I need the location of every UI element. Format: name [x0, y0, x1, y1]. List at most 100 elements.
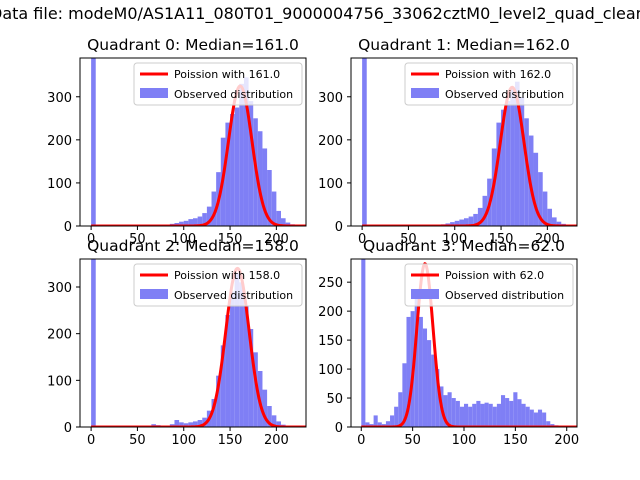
histogram-bar — [248, 329, 254, 427]
legend-fit-label: Poission with 161.0 — [174, 68, 280, 81]
quadrant-3-title: Quadrant 3: Median=62.0 — [363, 237, 565, 255]
histogram-bar — [519, 96, 525, 226]
histogram-bar — [398, 392, 403, 427]
histogram-bar — [385, 421, 391, 427]
axes-frame — [79, 57, 307, 227]
legend-hist-swatch — [411, 88, 439, 98]
x-tick-label: 150 — [489, 232, 514, 247]
histogram-bar — [454, 220, 460, 226]
x-tick-label: 0 — [358, 232, 366, 247]
histogram-bar — [537, 409, 543, 427]
histogram-bar — [220, 345, 226, 427]
x-tick-label: 100 — [452, 433, 477, 448]
y-tick-label: 50 — [326, 392, 343, 407]
y-tick-label: 300 — [47, 91, 72, 106]
x-tick-label: 200 — [535, 232, 560, 247]
legend-box — [404, 263, 574, 307]
histogram-bar — [473, 213, 478, 226]
histogram-bar — [510, 88, 515, 226]
histogram-bar — [488, 403, 493, 427]
histogram-bar — [248, 101, 254, 226]
x-tick-label: 0 — [87, 433, 95, 448]
histogram-bar — [472, 403, 477, 427]
quadrant-2-title: Quadrant 2: Median=158.0 — [87, 237, 299, 255]
histogram-bar — [468, 216, 474, 226]
y-tick-label: 100 — [318, 363, 343, 378]
histogram-bar — [524, 118, 529, 226]
histogram-bar — [257, 131, 263, 226]
histogram-bar — [230, 291, 235, 427]
y-tick-label: 0 — [335, 220, 343, 235]
y-tick-label: 300 — [47, 281, 72, 296]
legend-hist-swatch — [140, 88, 168, 98]
x-tick-label: 50 — [129, 433, 146, 448]
histogram-bar — [193, 421, 198, 427]
histogram-bar — [188, 422, 193, 427]
y-tick-label: 0 — [64, 421, 72, 436]
histogram-bar — [206, 206, 212, 226]
histogram-bar — [514, 81, 520, 226]
x-tick-label: 0 — [357, 433, 365, 448]
histogram-bar — [501, 109, 506, 226]
legend-box — [133, 263, 303, 307]
histogram-bar — [216, 375, 221, 427]
quadrant-1-title: Quadrant 1: Median=162.0 — [358, 36, 570, 54]
histogram-bar — [418, 316, 423, 427]
histogram-bar — [476, 400, 481, 427]
histogram-bar — [443, 395, 448, 427]
legend-box — [404, 62, 574, 106]
legend-hist-swatch — [411, 289, 439, 299]
y-tick-label: 0 — [335, 421, 343, 436]
x-tick-label: 150 — [218, 433, 243, 448]
histogram-bar — [525, 406, 530, 427]
legend-hist-swatch — [140, 289, 168, 299]
histogram-bar — [188, 219, 193, 226]
histogram-bar — [517, 399, 522, 427]
histogram-bar — [450, 222, 455, 226]
histogram-bar — [193, 218, 198, 226]
quadrant-0-title: Quadrant 0: Median=161.0 — [87, 36, 299, 54]
histogram-bar — [533, 412, 538, 427]
histogram-bar — [455, 400, 460, 427]
histogram-bar — [267, 406, 272, 427]
legend-hist-label: Observed distribution — [174, 88, 293, 101]
x-tick-label: 200 — [554, 433, 579, 448]
histogram-bar — [91, 259, 96, 427]
histogram-bar — [551, 217, 557, 226]
axes-frame — [350, 57, 578, 227]
histogram-bar — [546, 421, 551, 427]
y-tick-label: 100 — [47, 374, 72, 389]
histogram-bar — [484, 402, 489, 427]
y-tick-label: 150 — [318, 334, 343, 349]
histogram-bar — [547, 208, 552, 226]
histogram-bar — [480, 403, 485, 427]
histogram-bar — [365, 422, 370, 427]
histogram-bar — [505, 101, 511, 226]
histogram-bar — [276, 210, 281, 226]
histogram-bar — [202, 213, 207, 226]
x-tick-label: 100 — [171, 232, 196, 247]
histogram-bar — [234, 273, 240, 427]
histogram-bar — [500, 395, 506, 427]
histogram-bar — [91, 58, 96, 226]
legend-hist-label: Observed distribution — [174, 289, 293, 302]
histogram-bar — [377, 422, 382, 427]
histogram-bar — [183, 423, 189, 427]
histogram-bar — [482, 195, 488, 226]
x-tick-label: 150 — [503, 433, 528, 448]
histogram-bar — [464, 218, 469, 226]
y-tick-label: 200 — [318, 134, 343, 149]
histogram-bar — [496, 122, 502, 226]
x-tick-label: 0 — [87, 232, 95, 247]
x-tick-label: 100 — [171, 433, 196, 448]
figure-suptitle: Data file: modeM0/AS1A11_080T01_90000047… — [0, 2, 640, 30]
histogram-bar — [394, 406, 399, 427]
axes-frame — [79, 258, 307, 428]
histogram-bar — [373, 415, 378, 427]
histogram-bar — [183, 220, 189, 226]
histogram-bar — [262, 389, 268, 427]
quadrant-2-plot-area — [89, 259, 306, 427]
histogram-bar — [362, 58, 367, 226]
histogram-bar — [197, 216, 203, 226]
